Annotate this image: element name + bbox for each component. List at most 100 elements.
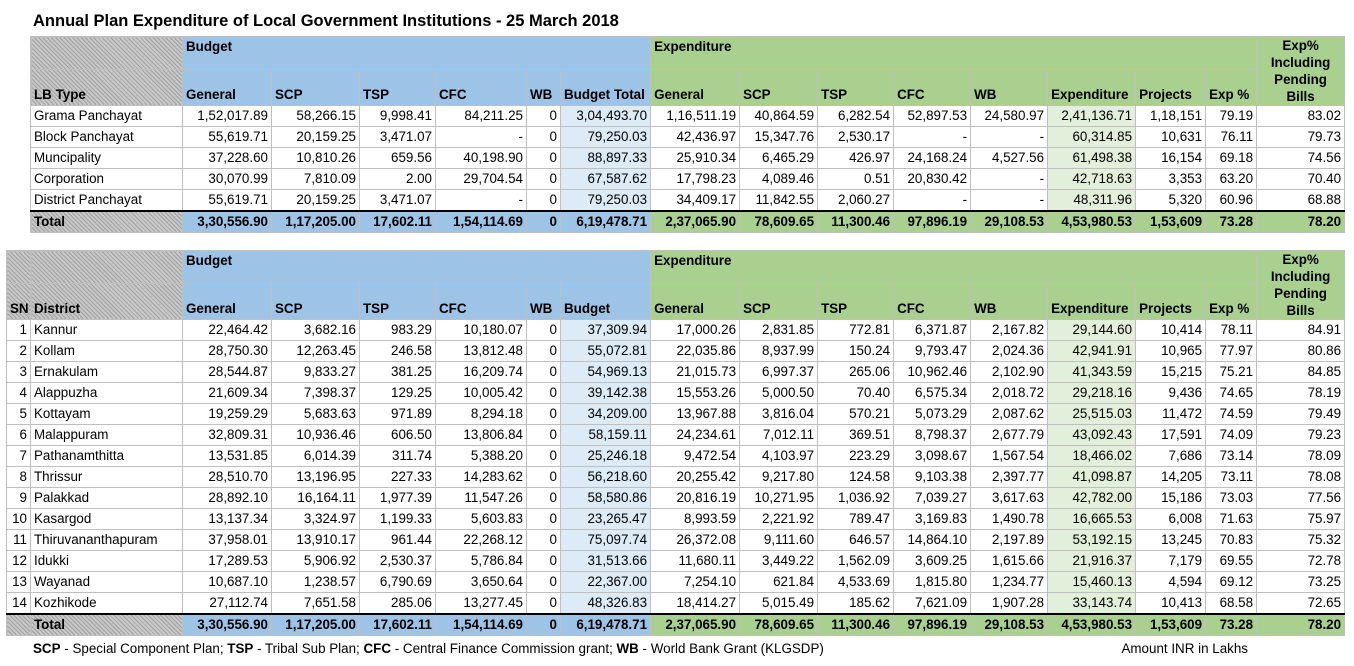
data-cell: 48,326.83 <box>559 592 652 615</box>
data-cell: 1,52,017.89 <box>182 105 272 127</box>
data-cell: 37,958.01 <box>182 529 272 551</box>
row-label-cell: Idukki <box>30 550 183 572</box>
data-cell: 31,513.66 <box>559 550 652 572</box>
data-cell: 69.12 <box>1205 571 1258 593</box>
data-cell: 79.19 <box>1205 105 1258 127</box>
column-header: CFC <box>893 68 972 107</box>
total-cell: 1,17,205.00 <box>271 613 360 636</box>
data-cell: 4,533.69 <box>817 571 895 593</box>
row-label-cell: Kottayam <box>30 403 183 425</box>
data-cell: 58,266.15 <box>271 105 360 127</box>
row-label-cell: Muncipality <box>30 147 183 169</box>
data-cell: 15,347.76 <box>739 126 819 148</box>
row-label-cell: 1 <box>6 319 31 341</box>
data-cell: 3,169.83 <box>893 508 972 530</box>
data-cell: 24,168.24 <box>893 147 972 169</box>
table-row: Corporation 30,070.99 7,810.09 2.00 29,704.5… <box>30 168 1346 190</box>
total-cell: 0 <box>526 613 561 636</box>
row-label-cell: Kollam <box>30 340 183 362</box>
data-cell: 789.47 <box>817 508 895 530</box>
row-label-cell: 7 <box>6 445 31 467</box>
row-label-cell: Block Panchayat <box>30 126 183 148</box>
data-cell: 10,631 <box>1135 126 1207 148</box>
data-cell: 70.40 <box>817 382 895 404</box>
data-cell: 646.57 <box>817 529 895 551</box>
data-cell: 15,460.13 <box>1047 571 1137 593</box>
data-cell: 570.21 <box>817 403 895 425</box>
data-cell: 16,665.53 <box>1047 508 1137 530</box>
data-cell: 3,682.16 <box>271 319 360 341</box>
data-cell: 21,916.37 <box>1047 550 1137 572</box>
data-cell: 150.24 <box>817 340 895 362</box>
data-cell: 73.14 <box>1205 445 1258 467</box>
table-row: 14 Kozhikode 27,112.74 7,651.58 285.06 13,277… <box>6 592 1346 615</box>
data-cell: 79.73 <box>1256 126 1346 148</box>
data-cell: 7,686 <box>1135 445 1207 467</box>
data-cell: 76.11 <box>1205 126 1258 148</box>
data-cell: 426.97 <box>817 147 895 169</box>
table-row: 11 Thiruvananthapuram 37,958.01 13,910.17 96… <box>6 529 1346 551</box>
data-cell: 42,941.91 <box>1047 340 1137 362</box>
data-cell: 11,547.26 <box>435 487 527 509</box>
total-cell: 17,602.11 <box>359 210 436 233</box>
data-cell: 10,810.26 <box>271 147 360 169</box>
data-cell: 79,250.03 <box>559 126 652 148</box>
group-header-row: Budget Expenditure Exp% Including Pending … <box>6 250 1346 320</box>
data-cell: 0.51 <box>817 168 895 190</box>
data-cell: 2.00 <box>359 168 436 190</box>
data-cell: 2,677.79 <box>970 424 1049 446</box>
data-cell: 1,562.09 <box>817 550 895 572</box>
row-label-cell: 11 <box>6 529 31 551</box>
data-cell: 8,993.59 <box>650 508 741 530</box>
data-cell: 0 <box>526 466 561 488</box>
data-cell: 5,000.50 <box>739 382 819 404</box>
data-cell: 9,217.80 <box>739 466 819 488</box>
data-cell: 75.32 <box>1256 529 1346 551</box>
data-cell: 3,449.22 <box>739 550 819 572</box>
data-cell: 3,471.07 <box>359 189 436 212</box>
total-cell: 1,53,609 <box>1135 613 1207 636</box>
data-cell: 2,087.62 <box>970 403 1049 425</box>
data-cell: 17,289.53 <box>182 550 272 572</box>
data-cell: 227.33 <box>359 466 436 488</box>
data-cell: 60.96 <box>1205 189 1258 212</box>
total-cell: 2,37,065.90 <box>650 613 741 636</box>
data-cell: 29,704.54 <box>435 168 527 190</box>
data-cell: 21,609.34 <box>182 382 272 404</box>
data-cell: 24,234.61 <box>650 424 741 446</box>
column-header: General <box>182 68 272 107</box>
column-header: District <box>30 282 183 321</box>
data-cell: 0 <box>526 550 561 572</box>
data-cell: 75.97 <box>1256 508 1346 530</box>
data-cell: 74.65 <box>1205 382 1258 404</box>
data-cell: 606.50 <box>359 424 436 446</box>
total-cell: 97,896.19 <box>893 613 972 636</box>
data-cell: 3,098.67 <box>893 445 972 467</box>
row-label-cell: Ernakulam <box>30 361 183 383</box>
data-cell: 0 <box>526 361 561 383</box>
data-cell: 10,005.42 <box>435 382 527 404</box>
row-label-cell: 3 <box>6 361 31 383</box>
data-cell: 43,092.43 <box>1047 424 1137 446</box>
data-cell: 2,397.77 <box>970 466 1049 488</box>
data-cell: 37,228.60 <box>182 147 272 169</box>
data-cell: - <box>893 126 972 148</box>
data-cell: 27,112.74 <box>182 592 272 615</box>
data-cell: 29,218.16 <box>1047 382 1137 404</box>
data-cell: 11,680.11 <box>650 550 741 572</box>
data-cell: 3,609.25 <box>893 550 972 572</box>
data-cell: 0 <box>526 126 561 148</box>
data-cell: 53,192.15 <box>1047 529 1137 551</box>
data-cell: 42,718.63 <box>1047 168 1137 190</box>
data-cell: 11,472 <box>1135 403 1207 425</box>
total-cell: 29,108.53 <box>970 613 1049 636</box>
data-cell: 285.06 <box>359 592 436 615</box>
data-cell: 6,575.34 <box>893 382 972 404</box>
data-cell: 0 <box>526 319 561 341</box>
data-cell: 7,012.11 <box>739 424 819 446</box>
data-cell: 12,263.45 <box>271 340 360 362</box>
data-cell: 30,070.99 <box>182 168 272 190</box>
data-cell: 77.97 <box>1205 340 1258 362</box>
total-cell: 6,19,478.71 <box>559 613 652 636</box>
data-cell: 55,619.71 <box>182 126 272 148</box>
